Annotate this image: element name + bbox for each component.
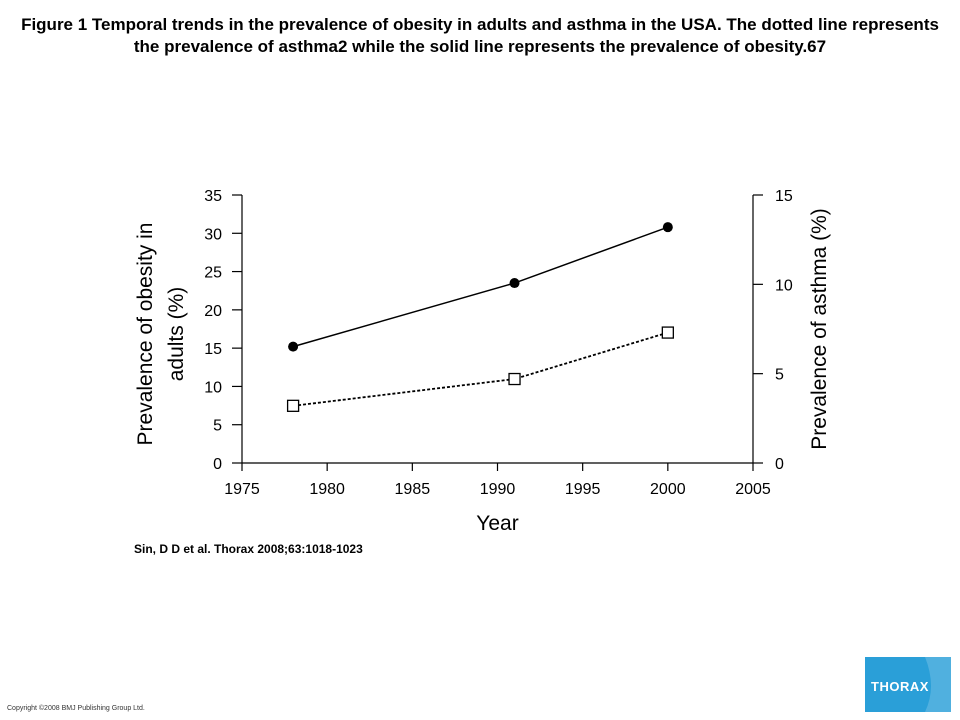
y-axis-title-left-line1: Prevalence of obesity in [134, 223, 157, 446]
logo-background [865, 657, 951, 712]
x-tick-label: 1975 [224, 481, 260, 498]
x-tick-label: 1995 [565, 481, 601, 498]
obesity-series-line [292, 226, 669, 348]
y-tick-label-left: 35 [204, 188, 222, 205]
asthma-data-point [508, 372, 521, 386]
y-tick-label-right: 5 [775, 367, 784, 384]
asthma-series-line [292, 331, 669, 407]
obesity-data-point [288, 341, 299, 352]
y-tick-label-left: 20 [204, 303, 222, 320]
y-tick-label-left: 10 [204, 379, 222, 396]
y-tick-label-left: 30 [204, 226, 222, 243]
y-axis-title-right: Prevalence of asthma (%) [808, 208, 831, 450]
x-tick-label: 1985 [395, 481, 431, 498]
y-tick-label-left: 5 [213, 418, 222, 435]
y-tick-label-right: 10 [775, 277, 793, 294]
obesity-data-point [509, 278, 520, 289]
thorax-logo: THORAX [865, 657, 951, 712]
asthma-data-point [286, 399, 300, 412]
y-axis-title-left-line2: adults (%) [165, 287, 188, 382]
logo-text: THORAX [871, 679, 929, 694]
y-tick-label-left: 0 [213, 456, 222, 473]
y-tick-label-left: 15 [204, 341, 222, 358]
obesity-data-point [662, 222, 673, 233]
x-tick-label: 1980 [309, 481, 345, 498]
y-tick-label-right: 15 [775, 188, 793, 205]
copyright-notice: Copyright ©2008 BMJ Publishing Group Ltd… [7, 705, 145, 712]
x-tick-label: 1990 [480, 481, 516, 498]
figure-caption: Figure 1 Temporal trends in the prevalen… [21, 15, 939, 56]
y-tick-label-left: 25 [204, 265, 222, 282]
citation: Sin, D D et al. Thorax 2008;63:1018-1023 [134, 542, 363, 556]
x-tick-label: 2005 [735, 481, 771, 498]
x-axis-title: Year [476, 512, 518, 535]
asthma-data-point [661, 326, 674, 339]
x-tick-label: 2000 [650, 481, 686, 498]
y-tick-label-right: 0 [775, 456, 784, 473]
